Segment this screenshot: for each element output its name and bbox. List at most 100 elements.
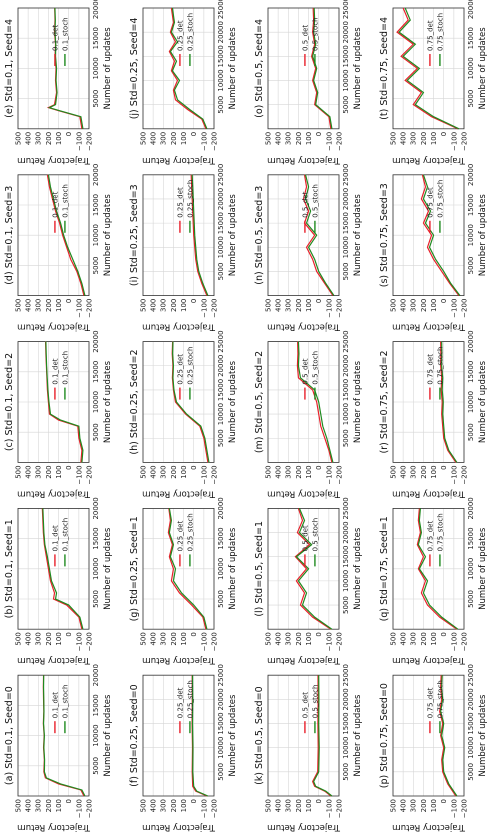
- y-tick-label: 300: [410, 132, 418, 145]
- y-tick-label: −100: [75, 465, 83, 484]
- x-tick-label: 20000: [342, 355, 350, 377]
- panel-k: (k) Std=0.5, Seed=0 −200−1000100200300400…: [254, 664, 363, 832]
- y-tick-label: 100: [55, 632, 63, 645]
- y-tick-label: −200: [335, 799, 343, 818]
- y-tick-label: −100: [450, 299, 458, 318]
- y-tick-label: 500: [264, 132, 272, 145]
- rotated-figure: (a) Std=0.1, Seed=0−200−1000100200300400…: [4, 0, 488, 832]
- y-tick-label: 100: [430, 799, 438, 812]
- x-tick-label: 15000: [217, 45, 225, 67]
- x-tick-label: 10000: [342, 236, 350, 258]
- legend-label: 0.5_det: [301, 525, 309, 551]
- y-tick-label: −100: [325, 299, 333, 318]
- x-axis-label: Number of updates: [103, 694, 113, 777]
- panel-title: (j) Std=0.25, Seed=4: [129, 18, 140, 120]
- y-tick-label: 100: [180, 132, 188, 145]
- y-tick-label: 200: [420, 132, 428, 145]
- plot-frame: [267, 507, 340, 630]
- legend-label: 0.25_det: [176, 187, 184, 218]
- legend-label: 0.25_det: [176, 521, 184, 552]
- series-line-0.1_stoch: [47, 7, 84, 129]
- y-tick-label: −200: [85, 465, 93, 484]
- legend-label: 0.1_stoch: [61, 184, 69, 218]
- panel-h: (h) Std=0.25, Seed=2 −200−100010020030040…: [129, 330, 238, 498]
- y-tick-label: 0: [190, 632, 198, 636]
- y-axis-label: Trajectory Return: [392, 322, 466, 332]
- y-tick-label: 300: [285, 465, 293, 478]
- x-tick-label: 20000: [217, 688, 225, 710]
- panel-i: (i) Std=0.25, Seed=3 −200−100010020030040…: [129, 164, 238, 332]
- y-axis-label: Trajectory Return: [267, 655, 341, 665]
- y-tick-label: 200: [295, 132, 303, 145]
- legend-label: 0.5_stoch: [311, 184, 319, 218]
- x-axis-label: Number of updates: [228, 527, 238, 610]
- series-line-0.25_det: [190, 174, 208, 296]
- series-line-0.5_stoch: [295, 508, 333, 630]
- y-tick-label: 100: [180, 465, 188, 478]
- y-tick-label: 500: [389, 299, 397, 312]
- plot-frame: [17, 507, 90, 630]
- plot-frame: [267, 174, 340, 297]
- panel-c: (c) Std=0.1, Seed=2 −200−1000100200300400…: [4, 330, 113, 498]
- y-tick-label: 500: [389, 465, 397, 478]
- x-tick-label: 20000: [92, 0, 100, 19]
- y-tick-label: 400: [275, 632, 283, 645]
- x-tick-label: 5000: [342, 763, 350, 781]
- x-tick-label: 15000: [342, 546, 350, 568]
- x-axis-label: Number of updates: [353, 360, 363, 443]
- y-tick-label: 300: [160, 132, 168, 145]
- series-line-0.75_stoch: [422, 174, 461, 296]
- x-tick-label: 20000: [467, 0, 475, 19]
- y-axis-label: Trajectory Return: [142, 488, 216, 498]
- x-tick-label: 5000: [342, 96, 350, 114]
- y-tick-label: 100: [55, 465, 63, 478]
- y-axis-label: Trajectory Return: [392, 155, 466, 165]
- x-tick-label: 15000: [342, 712, 350, 734]
- y-tick-label: 400: [25, 465, 33, 478]
- series-line-0.75_stoch: [398, 7, 460, 130]
- x-tick-label: 15000: [467, 527, 475, 549]
- y-tick-label: −100: [450, 465, 458, 484]
- x-tick-label: 10000: [217, 737, 225, 759]
- x-tick-label: 25000: [217, 330, 225, 352]
- y-tick-label: −100: [450, 799, 458, 818]
- x-tick-label: 15000: [342, 212, 350, 234]
- panel-title: (m) Std=0.5, Seed=2: [254, 351, 265, 453]
- x-tick-label: 15000: [467, 194, 475, 216]
- y-tick-label: 0: [190, 132, 198, 136]
- x-tick-label: 25000: [342, 664, 350, 686]
- y-tick-label: 400: [400, 465, 408, 478]
- x-tick-label: 20000: [217, 188, 225, 210]
- x-axis-label: Number of updates: [103, 527, 113, 610]
- x-tick-label: 5000: [342, 596, 350, 614]
- panel-s: (s) Std=0.75, Seed=3 −200−100010020030040…: [379, 164, 488, 332]
- y-tick-label: 400: [400, 799, 408, 812]
- y-tick-label: 200: [170, 632, 178, 645]
- y-tick-label: 400: [150, 632, 158, 645]
- plot-frame: [142, 341, 215, 463]
- y-tick-label: 400: [150, 132, 158, 145]
- y-tick-label: −200: [210, 299, 218, 318]
- y-axis-label: Trajectory Return: [142, 655, 216, 665]
- y-tick-label: 500: [14, 299, 22, 312]
- plot-frame: [392, 507, 465, 630]
- panel-title: (g) Std=0.25, Seed=1: [129, 516, 140, 621]
- y-tick-label: 100: [305, 799, 313, 812]
- y-tick-label: 400: [275, 465, 283, 478]
- y-tick-label: 400: [150, 465, 158, 478]
- panel-title: (t) Std=0.75, Seed=4: [379, 17, 390, 120]
- series-line-0.5_det: [302, 174, 334, 296]
- legend-label: 0.75_det: [426, 521, 434, 552]
- y-tick-label: −100: [75, 799, 83, 818]
- panel-title: (b) Std=0.1, Seed=1: [4, 519, 15, 618]
- y-tick-label: −200: [335, 299, 343, 318]
- y-tick-label: 500: [389, 632, 397, 645]
- y-axis-label: Trajectory Return: [392, 822, 466, 832]
- panel-n: (n) Std=0.5, Seed=3 −200−1000100200300400…: [254, 164, 363, 332]
- y-tick-label: 100: [55, 799, 63, 812]
- x-tick-label: 20000: [467, 497, 475, 519]
- series-line-0.5_det: [310, 7, 332, 129]
- y-tick-label: 200: [170, 132, 178, 145]
- legend-label: 0.5_stoch: [311, 351, 319, 385]
